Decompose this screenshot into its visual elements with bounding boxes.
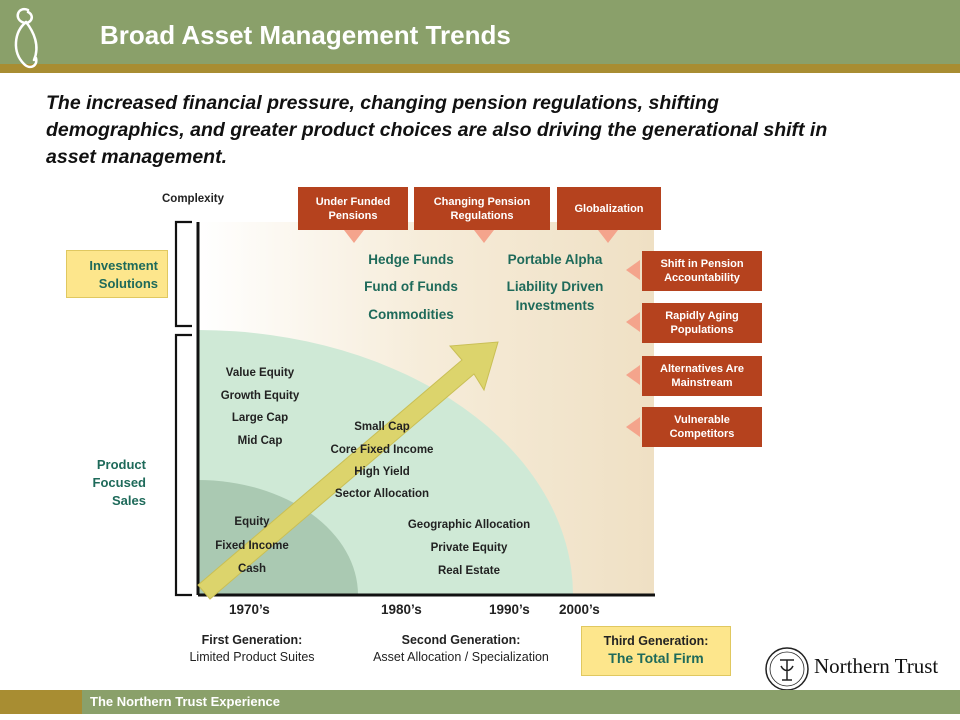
ribbon-ornament-icon xyxy=(14,7,38,69)
header-bar xyxy=(0,0,960,64)
page-title: Broad Asset Management Trends xyxy=(100,20,511,50)
driver-rapidly-aging-populations: Rapidly Aging Populations xyxy=(642,303,762,343)
pointer-globalization xyxy=(598,230,618,243)
driver-alternatives-are-mainstream: Alternatives Are Mainstream xyxy=(642,356,762,396)
product-value-equity: Value Equity xyxy=(225,367,295,379)
pointer-underfunded xyxy=(344,230,364,243)
first-generation-subtitle: Limited Product Suites xyxy=(189,650,315,664)
product-large-cap: Large Cap xyxy=(231,412,289,424)
product-high-yield: High Yield xyxy=(354,466,410,478)
y-axis-label: Complexity xyxy=(162,193,224,205)
pointer-shift xyxy=(626,260,640,280)
decade-2000s: 2000’s xyxy=(559,602,600,617)
product-private-equity: Private Equity xyxy=(430,542,508,554)
driver-under-funded-pensions: Under Funded Pensions xyxy=(298,187,408,230)
decade-1980s: 1980’s xyxy=(381,602,422,617)
solution-liability-driven-investments: Liability Driven Investments xyxy=(506,279,604,313)
logo-wordmark: Northern Trust xyxy=(814,654,939,678)
driver-vulnerable-competitors: Vulnerable Competitors xyxy=(642,407,762,447)
footer-green-panel xyxy=(82,690,960,714)
solution-fund-of-funds: Fund of Funds xyxy=(364,279,458,294)
decade-1990s: 1990’s xyxy=(489,602,530,617)
third-generation-subtitle: The Total Firm xyxy=(608,650,704,666)
solution-portable-alpha: Portable Alpha xyxy=(507,252,603,267)
third-generation: Third Generation: The Total Firm xyxy=(581,626,731,676)
solution-hedge-funds: Hedge Funds xyxy=(368,252,454,267)
footer-text: The Northern Trust Experience xyxy=(90,694,280,709)
first-generation-title: First Generation: xyxy=(201,633,303,647)
driver-shift-in-pension-accountability: Shift in Pension Accountability xyxy=(642,251,762,291)
pointer-aging xyxy=(626,312,640,332)
product-bracket xyxy=(174,333,192,597)
product-focused-label: Product Focused Sales xyxy=(92,457,146,508)
investment-bracket xyxy=(174,220,192,328)
pointer-vulnerable xyxy=(626,417,640,437)
driver-globalization: Globalization xyxy=(557,187,661,230)
decade-1970s: 1970’s xyxy=(229,602,270,617)
first-generation: First Generation: Limited Product Suites xyxy=(170,632,334,666)
solution-commodities: Commodities xyxy=(368,307,454,322)
product-real-estate: Real Estate xyxy=(437,565,500,577)
pointer-changing xyxy=(474,230,494,243)
second-generation-subtitle: Asset Allocation / Specialization xyxy=(373,650,549,664)
product-core-fixed-income: Core Fixed Income xyxy=(330,444,434,456)
pointer-alternatives xyxy=(626,365,640,385)
second-generation-title: Second Generation: xyxy=(401,633,521,647)
investment-solutions-box xyxy=(66,250,168,298)
product-geographic-allocation: Geographic Allocation xyxy=(407,519,531,531)
product-mid-cap: Mid Cap xyxy=(237,435,283,447)
product-small-cap: Small Cap xyxy=(354,421,410,433)
product-cash: Cash xyxy=(237,563,267,575)
product-sector-allocation: Sector Allocation xyxy=(334,488,430,500)
product-growth-equity: Growth Equity xyxy=(220,390,300,402)
investment-solutions-label: Investment Solutions xyxy=(89,258,158,291)
growth-arrow xyxy=(197,341,499,600)
third-generation-title: Third Generation: xyxy=(603,634,709,648)
product-equity: Equity xyxy=(234,516,270,528)
product-fixed-income: Fixed Income xyxy=(215,540,289,552)
intro-text: The increased financial pressure, changi… xyxy=(46,92,828,168)
northern-trust-seal-icon xyxy=(765,647,809,691)
driver-changing-pension-regulations: Changing Pension Regulations xyxy=(414,187,550,230)
header-gold-stripe xyxy=(0,64,960,73)
second-generation: Second Generation: Asset Allocation / Sp… xyxy=(352,632,570,666)
